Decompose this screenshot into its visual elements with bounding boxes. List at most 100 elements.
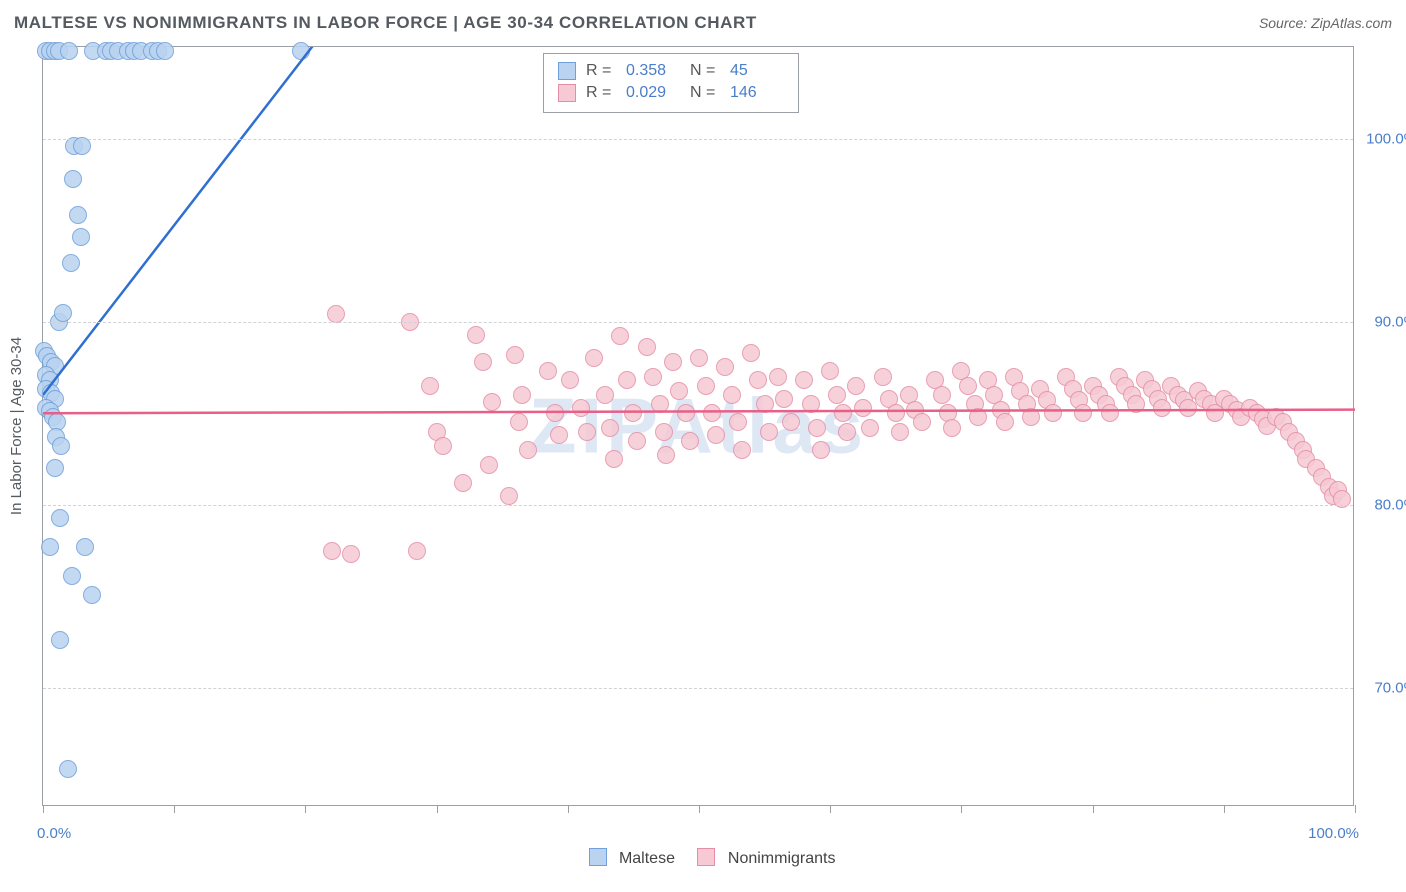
data-point	[943, 419, 961, 437]
data-point	[834, 404, 852, 422]
data-point	[828, 386, 846, 404]
data-point	[775, 390, 793, 408]
data-point	[510, 413, 528, 431]
legend-label-maltese: Maltese	[619, 850, 675, 867]
data-point	[467, 326, 485, 344]
data-point	[723, 386, 741, 404]
x-tick-label: 0.0%	[37, 825, 71, 842]
data-point	[546, 404, 564, 422]
data-point	[64, 170, 82, 188]
data-point	[69, 206, 87, 224]
chart-title: MALTESE VS NONIMMIGRANTS IN LABOR FORCE …	[14, 13, 757, 33]
data-point	[891, 423, 909, 441]
data-point	[733, 441, 751, 459]
data-point	[664, 353, 682, 371]
data-point	[73, 137, 91, 155]
legend-label-nonimmigrants: Nonimmigrants	[728, 850, 836, 867]
data-point	[454, 474, 472, 492]
x-tick	[1224, 805, 1225, 813]
data-point	[716, 358, 734, 376]
chart-header: MALTESE VS NONIMMIGRANTS IN LABOR FORCE …	[0, 0, 1406, 46]
y-axis-title: In Labor Force | Age 30-34	[8, 337, 25, 515]
data-point	[76, 538, 94, 556]
data-point	[838, 423, 856, 441]
data-point	[434, 437, 452, 455]
data-point	[408, 542, 426, 560]
legend-n-label: N =	[690, 82, 720, 104]
gridline	[43, 139, 1353, 140]
data-point	[611, 327, 629, 345]
series-legend: Maltese Nonimmigrants	[0, 848, 1406, 868]
data-point	[578, 423, 596, 441]
data-point	[969, 408, 987, 426]
data-point	[760, 423, 778, 441]
gridline	[43, 322, 1353, 323]
legend-swatch-nonimmigrants	[558, 84, 576, 102]
data-point	[72, 228, 90, 246]
data-point	[887, 404, 905, 422]
data-point	[46, 459, 64, 477]
correlation-legend: R = 0.358 N = 45 R = 0.029 N = 146	[543, 53, 799, 113]
data-point	[861, 419, 879, 437]
data-point	[749, 371, 767, 389]
data-point	[624, 404, 642, 422]
data-point	[795, 371, 813, 389]
data-point	[618, 371, 636, 389]
data-point	[690, 349, 708, 367]
data-point	[539, 362, 557, 380]
x-tick	[1093, 805, 1094, 813]
data-point	[670, 382, 688, 400]
data-point	[874, 368, 892, 386]
data-point	[933, 386, 951, 404]
x-tick	[174, 805, 175, 813]
legend-r-value-nonimmigrants: 0.029	[626, 82, 680, 104]
data-point	[51, 509, 69, 527]
data-point	[342, 545, 360, 563]
data-point	[421, 377, 439, 395]
data-point	[729, 413, 747, 431]
data-point	[655, 423, 673, 441]
legend-n-label: N =	[690, 60, 720, 82]
gridline	[43, 505, 1353, 506]
data-point	[585, 349, 603, 367]
data-point	[1074, 404, 1092, 422]
data-point	[854, 399, 872, 417]
data-point	[959, 377, 977, 395]
legend-r-label: R =	[586, 82, 616, 104]
data-point	[657, 446, 675, 464]
x-tick-label: 100.0%	[1308, 825, 1359, 842]
data-point	[605, 450, 623, 468]
data-point	[782, 413, 800, 431]
data-point	[681, 432, 699, 450]
data-point	[41, 538, 59, 556]
x-tick	[830, 805, 831, 813]
y-tick-label: 80.0%	[1361, 496, 1406, 513]
legend-n-value-maltese: 45	[730, 60, 784, 82]
legend-r-value-maltese: 0.358	[626, 60, 680, 82]
data-point	[474, 353, 492, 371]
x-tick	[961, 805, 962, 813]
data-point	[506, 346, 524, 364]
data-point	[821, 362, 839, 380]
data-point	[628, 432, 646, 450]
legend-row-nonimmigrants: R = 0.029 N = 146	[558, 82, 784, 104]
x-tick	[699, 805, 700, 813]
x-tick	[568, 805, 569, 813]
data-point	[62, 254, 80, 272]
legend-swatch-maltese	[558, 62, 576, 80]
data-point	[677, 404, 695, 422]
data-point	[1153, 399, 1171, 417]
data-point	[996, 413, 1014, 431]
data-point	[292, 42, 310, 60]
data-point	[644, 368, 662, 386]
x-tick	[43, 805, 44, 813]
data-point	[756, 395, 774, 413]
y-tick-label: 100.0%	[1361, 130, 1406, 147]
source-prefix: Source:	[1259, 15, 1311, 31]
data-point	[59, 760, 77, 778]
chart-source: Source: ZipAtlas.com	[1259, 15, 1392, 31]
data-point	[513, 386, 531, 404]
legend-swatch-nonimmigrants	[697, 848, 715, 866]
data-point	[550, 426, 568, 444]
data-point	[769, 368, 787, 386]
